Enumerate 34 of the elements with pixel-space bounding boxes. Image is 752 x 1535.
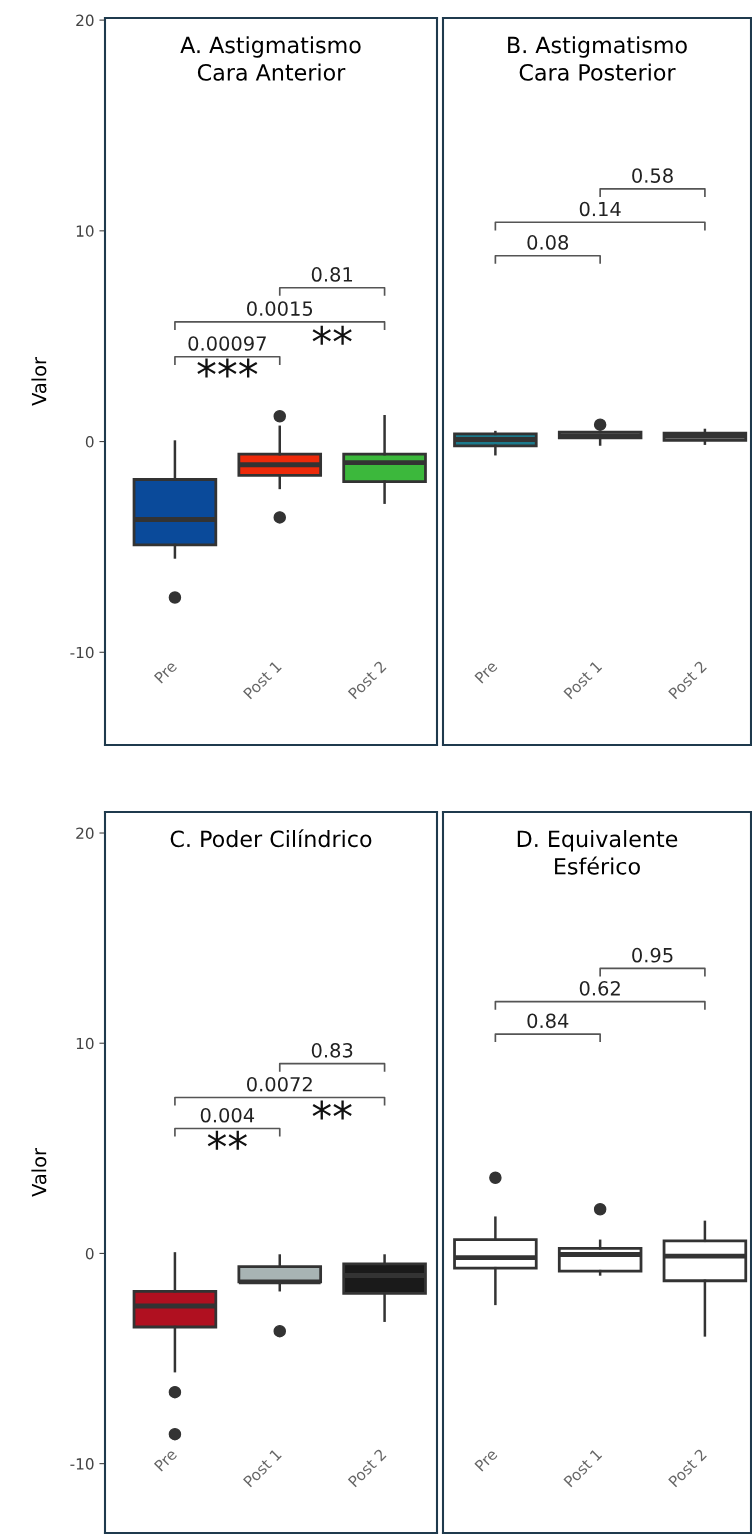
- annotation: **: [207, 1130, 247, 1150]
- x-tick-label: Pre: [153, 1448, 178, 1472]
- text: B. Astigmatismo Cara Posterior: [508, 36, 687, 81]
- annotation: 0.14: [579, 201, 621, 217]
- annotation: ***: [197, 358, 258, 378]
- y-tick-label: 10: [76, 1037, 94, 1050]
- annotation: **: [312, 1100, 352, 1120]
- annotation: 0.58: [632, 168, 673, 183]
- y-tick-label: 0: [85, 1247, 94, 1260]
- annotation: 0.95: [632, 947, 673, 963]
- y-tick-label: 20: [76, 827, 94, 840]
- x-tick-label: Pre: [153, 660, 178, 684]
- y-axis-title: Valor: [31, 1148, 47, 1197]
- annotation: 0.0072: [247, 1076, 312, 1092]
- annotation: 0.84: [527, 1013, 569, 1029]
- x-tick-label: Pre: [474, 660, 498, 684]
- annotation: 0.62: [579, 980, 620, 996]
- y-tick-label: 0: [85, 436, 94, 448]
- text: C. Poder Cilíndrico: [170, 829, 372, 848]
- annotation: 0.00097: [188, 336, 266, 351]
- annotation: 0.81: [311, 267, 353, 282]
- annotation: 0.08: [527, 235, 569, 250]
- y-axis-title: Valor: [31, 357, 47, 406]
- x-tick-label: Pre: [474, 1448, 498, 1472]
- y-tick-label: -10: [70, 1458, 94, 1470]
- y-tick-label: 20: [76, 14, 94, 27]
- annotation: **: [312, 325, 352, 345]
- y-tick-label: 10: [76, 225, 94, 237]
- y-tick-label: -10: [70, 646, 94, 659]
- annotation: 0.0015: [247, 301, 313, 316]
- annotation: 0.83: [311, 1042, 353, 1058]
- text: A. Astigmatismo Cara Anterior: [180, 36, 361, 81]
- text: D. Equivalente Esférico: [517, 830, 678, 875]
- annotation: 0.004: [200, 1107, 255, 1123]
